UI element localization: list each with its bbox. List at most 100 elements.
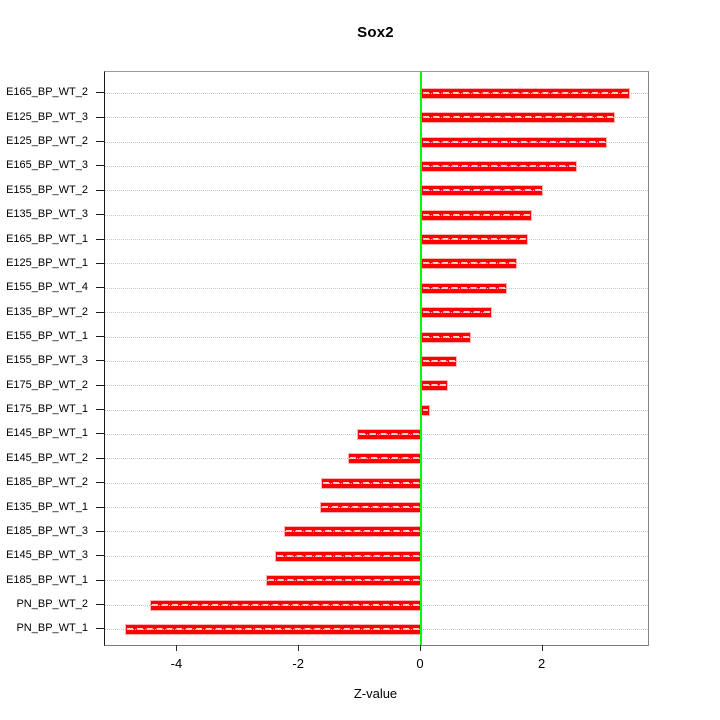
x-tick-label: 0 [416, 656, 424, 671]
y-axis-tick [96, 287, 104, 289]
y-axis-tick [96, 506, 104, 508]
x-tick-label: -4 [170, 656, 183, 671]
category-label: E125_BP_WT_1 [6, 256, 88, 269]
category-label: E135_BP_WT_3 [6, 208, 88, 221]
bar-E185_BP_WT_1 [265, 575, 421, 587]
bar-E155_BP_WT_2 [420, 185, 543, 197]
y-axis-tick [96, 384, 104, 386]
category-label: E155_BP_WT_2 [6, 183, 88, 196]
category-label: E155_BP_WT_1 [6, 330, 88, 342]
bar-PN_BP_WT_2 [150, 599, 421, 611]
bar-E165_BP_WT_1 [420, 234, 529, 246]
bar-center-dash [277, 554, 419, 557]
y-axis-tick [96, 409, 104, 411]
bar-center-dash [422, 286, 506, 289]
x-axis-tick [419, 645, 421, 651]
plot-area [104, 71, 649, 646]
category-label: E185_BP_WT_3 [6, 524, 88, 537]
category-label: E185_BP_WT_1 [6, 573, 88, 586]
bar-E135_BP_WT_3 [420, 209, 532, 221]
gridline [105, 190, 648, 192]
bar-center-dash [349, 457, 419, 460]
zero-reference-line [420, 72, 423, 645]
category-label: E135_BP_WT_1 [6, 500, 88, 513]
y-axis-tick [96, 579, 104, 581]
bar-center-dash [422, 384, 447, 387]
category-label: E185_BP_WT_2 [6, 476, 88, 489]
category-label: E175_BP_WT_2 [6, 378, 88, 391]
bar-center-dash [422, 262, 515, 265]
x-axis-tick [176, 645, 178, 651]
y-axis-tick [96, 433, 104, 435]
bar-center-dash [285, 530, 419, 533]
y-axis-tick [96, 189, 104, 191]
bar-E185_BP_WT_2 [321, 477, 421, 489]
bar-E145_BP_WT_1 [357, 428, 421, 440]
bar-E125_BP_WT_3 [420, 112, 616, 124]
bar-E125_BP_WT_1 [420, 258, 517, 270]
category-label: E145_BP_WT_2 [6, 451, 88, 464]
y-axis-tick [96, 214, 104, 216]
category-label: E125_BP_WT_2 [6, 135, 88, 148]
chart-title: Sox2 [357, 24, 394, 41]
bar-PN_BP_WT_1 [125, 623, 421, 635]
bar-E145_BP_WT_3 [275, 550, 421, 562]
bar-center-dash [422, 91, 628, 94]
x-tick-label: 2 [538, 656, 546, 671]
bar-center-dash [422, 140, 605, 143]
gridline [105, 214, 648, 216]
y-axis-tick [96, 457, 104, 459]
gridline [105, 360, 648, 362]
bar-center-dash [422, 408, 429, 411]
gridline [105, 409, 648, 411]
bar-center-dash [323, 481, 419, 484]
category-label: E165_BP_WT_3 [6, 159, 88, 172]
bar-center-dash [422, 189, 541, 192]
bar-center-dash [422, 213, 530, 216]
bar-center-dash [422, 335, 469, 338]
y-axis-tick [96, 482, 104, 484]
y-axis-tick [96, 165, 104, 167]
gridline [105, 239, 648, 241]
gridline [105, 312, 648, 314]
bar-center-dash [422, 359, 455, 362]
bar-E125_BP_WT_2 [420, 136, 607, 148]
gridline [105, 336, 648, 338]
bar-E145_BP_WT_2 [347, 453, 421, 465]
y-axis-tick [96, 311, 104, 313]
category-label: E145_BP_WT_3 [6, 549, 88, 562]
bar-E155_BP_WT_1 [420, 331, 471, 343]
y-axis-tick [96, 262, 104, 264]
category-label: E145_BP_WT_1 [6, 427, 88, 440]
category-label: PN_BP_WT_2 [16, 598, 88, 611]
category-label: E125_BP_WT_3 [6, 110, 88, 123]
bar-center-dash [127, 627, 419, 630]
x-tick-label: -2 [292, 656, 304, 671]
y-axis-tick [96, 530, 104, 532]
bar-E155_BP_WT_3 [420, 355, 457, 367]
category-label: E135_BP_WT_2 [6, 305, 88, 318]
category-label: E155_BP_WT_3 [6, 354, 88, 367]
bar-center-dash [422, 116, 614, 119]
gridline [105, 385, 648, 387]
y-axis-tick [96, 92, 104, 94]
y-axis-tick [96, 628, 104, 630]
category-label: PN_BP_WT_1 [16, 622, 88, 635]
x-axis-tick [541, 645, 543, 651]
bar-center-dash [321, 506, 419, 509]
bar-E155_BP_WT_4 [420, 282, 508, 294]
x-axis-label: Z-value [353, 686, 398, 701]
y-axis-tick [96, 141, 104, 143]
y-axis-tick [96, 336, 104, 337]
y-axis-tick [96, 604, 104, 606]
category-label: E155_BP_WT_4 [6, 281, 88, 294]
y-axis-tick [96, 555, 104, 557]
bar-E185_BP_WT_3 [283, 526, 421, 538]
bar-center-dash [152, 603, 419, 606]
bar-center-dash [359, 432, 419, 435]
category-label: E165_BP_WT_2 [6, 86, 88, 99]
bar-E175_BP_WT_2 [420, 380, 449, 392]
bar-center-dash [422, 238, 527, 241]
bar-E165_BP_WT_2 [420, 87, 630, 99]
